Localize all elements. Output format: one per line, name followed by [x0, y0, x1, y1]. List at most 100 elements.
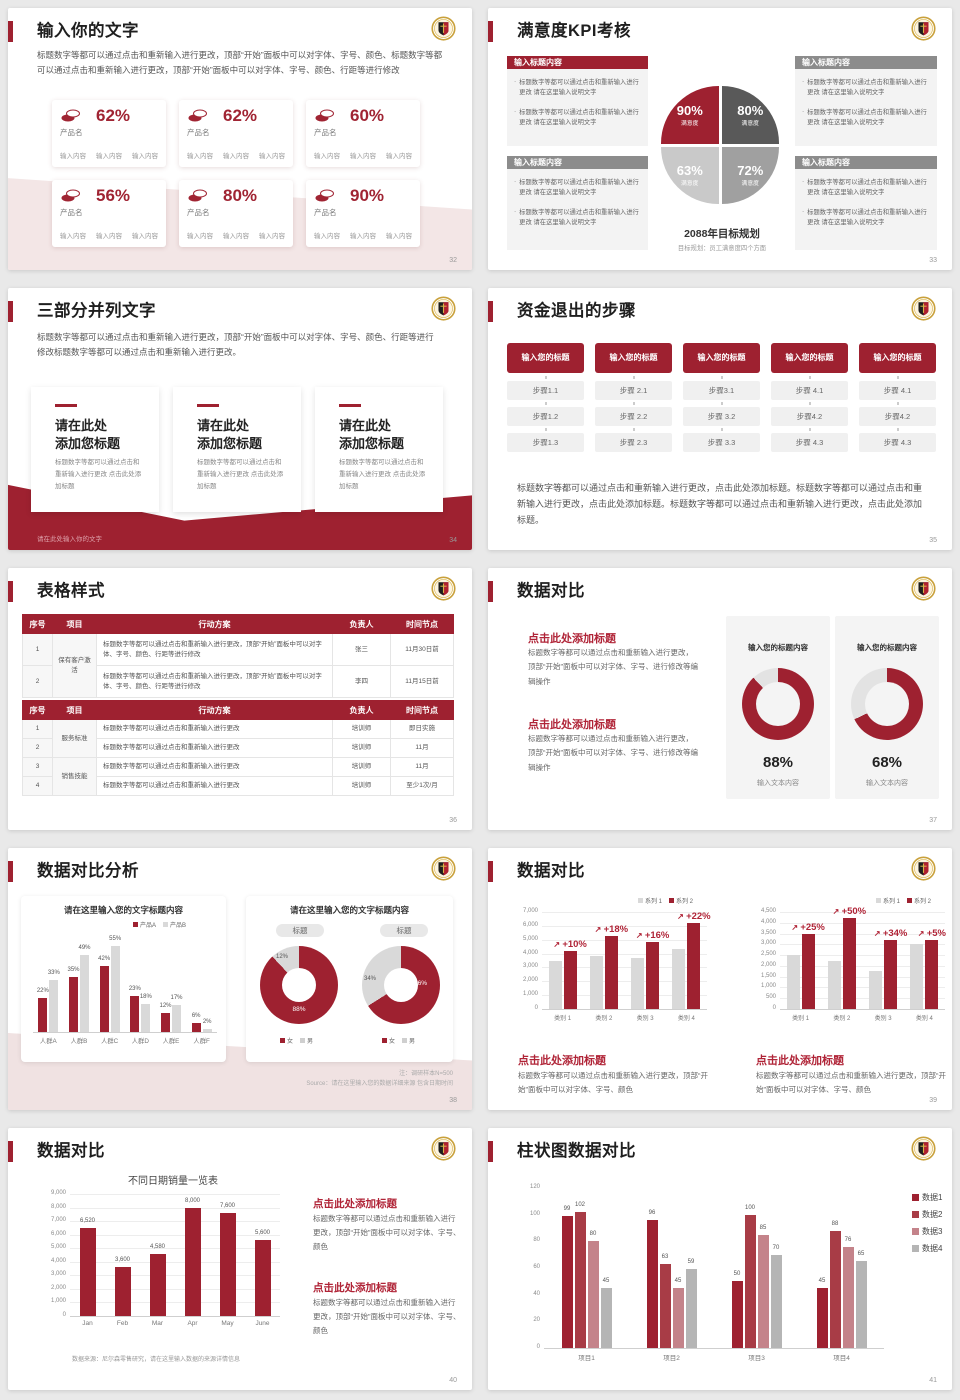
slide-39-bar-compare[interactable]: 系列 1 系列 2 7,000 6,000 5,000 4,000 3,000 2,000 1,… — [488, 848, 952, 1110]
slide-title: 满意度KPI考核 — [517, 22, 632, 40]
kpi-bullet: · 标题数字等都可以通过点击和重新输入进行更改 请在这里输入说明文字 — [802, 208, 928, 228]
bullet-dot: · — [514, 78, 517, 85]
card-dash — [55, 404, 77, 407]
badge-logo-icon — [911, 1136, 936, 1161]
card-dash — [197, 404, 219, 407]
bar-value: 96 — [648, 1210, 656, 1216]
gridline — [70, 1194, 280, 1195]
bar — [161, 1013, 170, 1032]
pie-quadrant: 72% 满意度 — [721, 146, 779, 204]
table-header-cell: 负责人 — [332, 700, 391, 720]
title-accent-bar — [488, 21, 493, 42]
bar-value: 49% — [78, 945, 91, 952]
legend-item: 女 — [280, 1036, 293, 1045]
kpi-box-header: 输入标题内容 — [795, 156, 937, 169]
donut-chart — [851, 668, 923, 740]
bar — [69, 977, 78, 1032]
bar — [149, 1253, 166, 1316]
step-item: 步骤1.2 — [507, 407, 584, 426]
slide-title: 数据对比分析 — [37, 862, 139, 880]
block-text: 标题数字等都可以通过点击和重新输入进行更改，顶部“开始”面板中可以对字体、字号、… — [518, 1071, 708, 1094]
tick-label: 1,500 — [760, 972, 776, 979]
step-column-header: 输入您的标题 — [507, 343, 584, 373]
block-heading: 点击此处添加标题 — [528, 719, 616, 731]
table-header-cell: 行动方案 — [96, 614, 333, 634]
coins-icon — [188, 109, 208, 122]
table-cell: 2 — [22, 738, 53, 758]
table-cell: 11月 — [390, 757, 454, 777]
category-label: 人群D — [131, 1038, 149, 1045]
bar — [589, 956, 603, 1009]
bar — [114, 1267, 131, 1316]
bar — [770, 1254, 782, 1348]
bullet-text: 标题数字等都可以通过点击和重新输入进行更改 请在这里输入说明文字 — [807, 79, 927, 96]
slide-title: 输入你的文字 — [37, 22, 139, 40]
bar-value: 33% — [47, 970, 60, 977]
legend-label: 系列 2 — [676, 899, 694, 905]
table-cell: 11月15日前 — [390, 665, 454, 698]
text-card: 请在此处 添加您标题 标题数字等都可以通过点击和重新输入进行更改 点击此处添加标题 — [173, 387, 301, 512]
legend-swatch — [163, 922, 169, 927]
legend-swatch — [638, 898, 643, 903]
slide-41-column-chart[interactable]: 120 100 80 60 40 20 0 99 102 80 45 项目1 96 63 45 59 项目2 50… — [488, 1128, 952, 1390]
page-number: 37 — [929, 817, 937, 824]
bar — [910, 944, 924, 1009]
bullet-text: 标题数字等都可以通过点击和重新输入进行更改 请在这里输入说明文字 — [807, 109, 927, 126]
slide-title: 资金退出的步骤 — [517, 302, 636, 320]
bar-value: 88 — [831, 1220, 839, 1227]
pct-label: +16% — [644, 930, 670, 942]
pct-badge: ↗ +25% — [776, 917, 840, 935]
tick-label: 7,000 — [522, 908, 538, 914]
page-number: 34 — [449, 537, 457, 544]
slide-34-three-columns[interactable]: 标题数字等都可以通过点击和重新输入进行更改，顶部“开始”面板中可以对字体、字号、… — [8, 288, 472, 550]
stat-item: 输入内容 — [132, 233, 158, 240]
card-text: 标题数字等都可以通过点击和重新输入进行更改 点击此处添加标题 — [55, 459, 142, 491]
step-connector-dot — [720, 428, 723, 431]
category-label: Jan — [82, 1320, 93, 1327]
gridline — [70, 1207, 280, 1209]
bar — [801, 933, 815, 1009]
x-axis — [542, 1009, 707, 1010]
title-accent-bar — [8, 581, 13, 602]
legend-swatch — [300, 1038, 306, 1043]
category-label: 项目4 — [833, 1355, 850, 1362]
gridline — [70, 1261, 280, 1263]
bullet-dot: · — [802, 108, 805, 115]
bar — [842, 1246, 854, 1348]
pct-badge: ↗ +22% — [662, 906, 726, 924]
slide-32-text-stats[interactable]: 标题数字等都可以通过点击和重新输入进行更改，顶部“开始”面板中可以对字体、字号、… — [8, 8, 472, 270]
stat-card: 62% 产品名 输入内容 输入内容 输入内容 — [179, 100, 293, 167]
slide-40-sales-bar[interactable]: 不同日期销量一览表 9,000 8,000 7,000 6,000 5,000 4,000 3… — [8, 1128, 472, 1390]
slide-36-tables[interactable]: 序号 项目 行动方案 负责人 时间节点 1 保有客户激活 标题数字等都可以通过点击和重新输入进… — [8, 568, 472, 830]
block-text: 标题数字等都可以通过点击和重新输入进行更改，顶部“开始”面板中可以对字体、字号、… — [528, 648, 698, 686]
block-heading: 点击此处添加标题 — [528, 633, 616, 645]
slide-37-data-compare[interactable]: 点击此处添加标题标题数字等都可以通过点击和重新输入进行更改，顶部“开始”面板中可… — [488, 568, 952, 830]
bar — [80, 955, 89, 1032]
slide-title: 三部分并列文字 — [37, 302, 156, 320]
tick-label: 4,000 — [760, 918, 776, 925]
bar — [827, 960, 841, 1009]
bar-value: 80 — [589, 1231, 597, 1238]
tick-label: 2,500 — [760, 951, 776, 958]
category-label: 项目3 — [748, 1355, 765, 1362]
legend-item: 产品A — [133, 920, 156, 929]
bar-value: 42% — [98, 956, 111, 963]
slide-35-steps[interactable]: 输入您的标题 步骤1.1 步骤1.2 步骤1.3 输入您的标题 步骤 2.1 步骤 2.2 步… — [488, 288, 952, 550]
stat-item: 输入内容 — [314, 153, 340, 160]
pie-quadrant-label: 满意度 — [681, 120, 699, 127]
up-arrow-icon: ↗ — [677, 912, 687, 922]
bar-value: 65 — [857, 1251, 865, 1258]
bar-value: 70 — [772, 1244, 780, 1251]
pie-quadrant-value: 63% — [676, 163, 703, 179]
legend-item: 男 — [402, 1036, 415, 1045]
text-card: 请在此处 添加您标题 标题数字等都可以通过点击和重新输入进行更改 点击此处添加标题 — [315, 387, 443, 512]
step-connector-dot — [632, 376, 635, 379]
card-dash — [339, 404, 361, 407]
slide-38-analysis[interactable]: 请在这里输入您的文字标题内容 产品A 产品B 22% 33% 人群A 35% 49% 人群B 42… — [8, 848, 472, 1110]
legend-swatch — [912, 1211, 919, 1218]
tick-label: 60 — [533, 1264, 540, 1270]
product-label: 产品名 — [314, 128, 337, 137]
kpi-box: 输入标题内容 · 标题数字等都可以通过点击和重新输入进行更改 请在这里输入说明文字 ·… — [795, 56, 937, 146]
slide-33-kpi[interactable]: 输入标题内容 · 标题数字等都可以通过点击和重新输入进行更改 请在这里输入说明文字 ·… — [488, 8, 952, 270]
stat-card: 60% 产品名 输入内容 输入内容 输入内容 — [306, 100, 420, 167]
